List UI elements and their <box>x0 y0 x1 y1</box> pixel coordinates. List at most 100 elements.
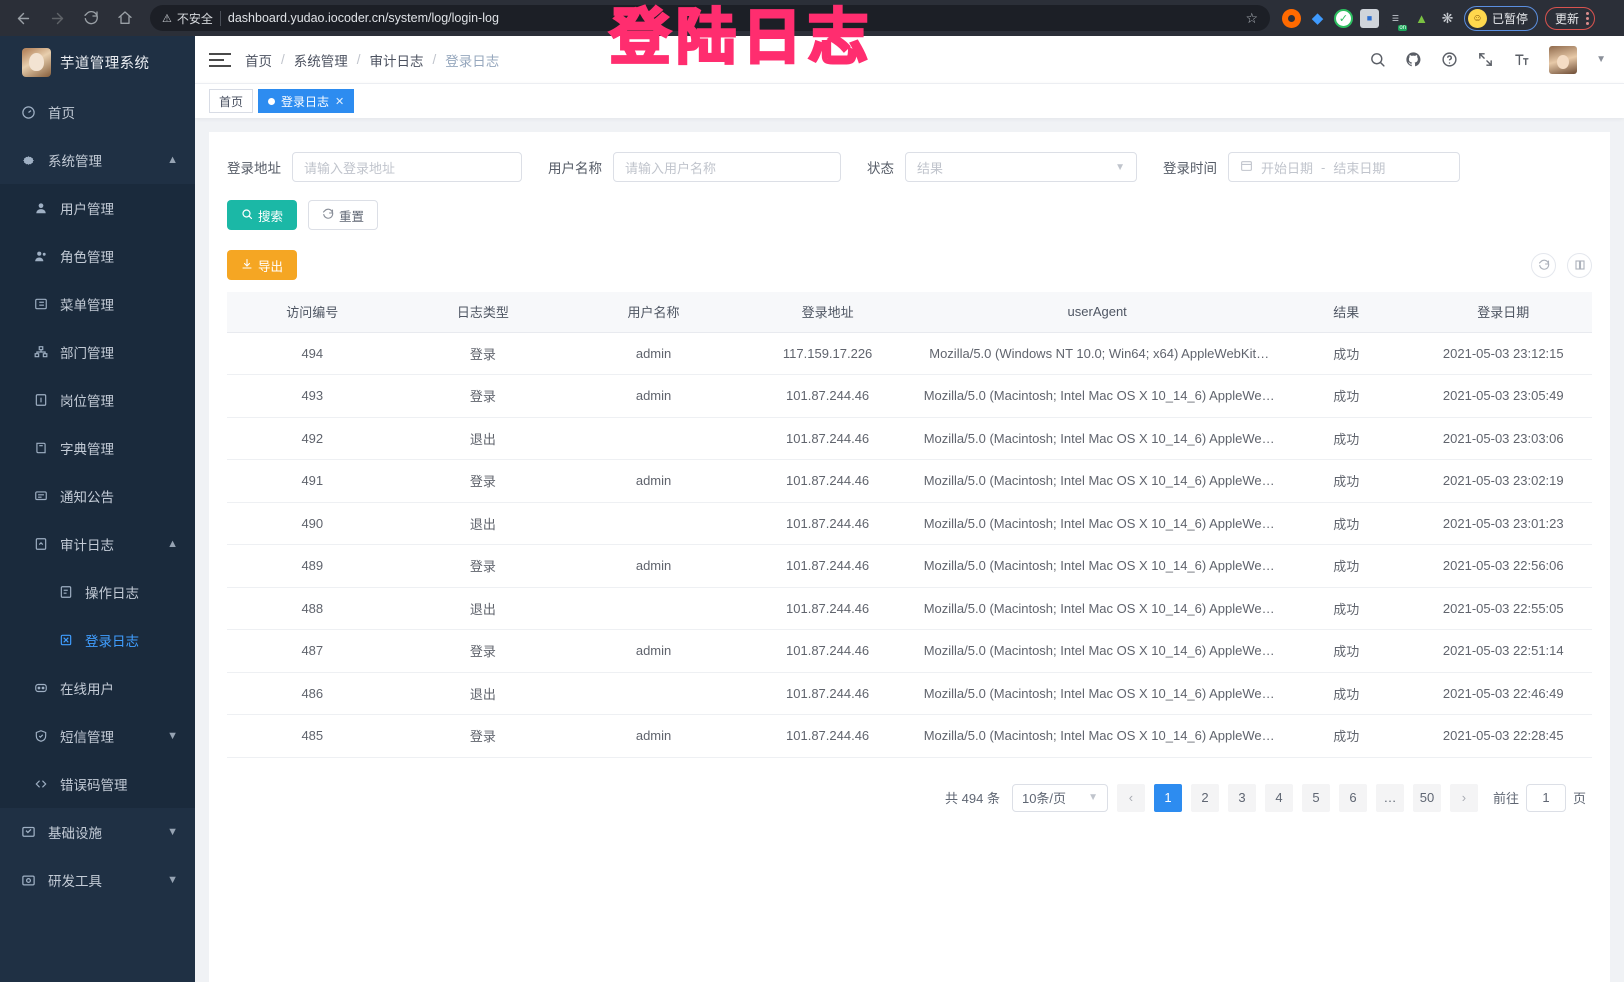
columns-settings-icon[interactable] <box>1567 252 1592 278</box>
table-row[interactable]: 488 退出 101.87.244.46 Mozilla/5.0 (Macintosh… <box>227 587 1592 630</box>
tab-login-log[interactable]: 登录日志 ✕ <box>258 89 355 113</box>
table-row[interactable]: 493 登录 admin 101.87.244.46 Mozilla/5.0 (Maci… <box>227 374 1592 418</box>
font-size-icon[interactable] <box>1513 51 1530 68</box>
breadcrumb-separator: / <box>432 52 437 67</box>
help-circle-icon[interactable] <box>1441 51 1458 68</box>
page-number-50[interactable]: 50 <box>1412 783 1441 812</box>
chevron-down-icon[interactable]: ▼ <box>1596 54 1606 65</box>
column-header-result[interactable]: 结果 <box>1278 292 1415 333</box>
kebab-menu-icon[interactable] <box>1586 11 1590 25</box>
sidebar-item-system[interactable]: 系统管理 ▲ <box>0 136 195 184</box>
update-button[interactable]: 更新 <box>1545 6 1596 30</box>
forward-arrow-icon[interactable] <box>42 3 72 33</box>
sidebar-item-login-log[interactable]: 登录日志 <box>0 616 195 664</box>
prev-page-button[interactable]: ‹ <box>1116 783 1145 812</box>
tab-home[interactable]: 首页 <box>209 89 254 113</box>
sidebar-item-dev-tools[interactable]: 研发工具 ▼ <box>0 856 195 904</box>
status-select[interactable]: 结果 ▼ <box>905 152 1137 182</box>
table-row[interactable]: 485 登录 admin 101.87.244.46 Mozilla/5.0 (Maci… <box>227 714 1592 758</box>
reset-button[interactable]: 重置 <box>308 200 379 230</box>
table-row[interactable]: 492 退出 101.87.244.46 Mozilla/5.0 (Macintosh… <box>227 417 1592 460</box>
breadcrumb-item-audit[interactable]: 审计日志 <box>369 53 424 69</box>
orange-ring-ext-icon[interactable] <box>1282 8 1301 28</box>
page-number-1[interactable]: 1 <box>1153 783 1182 812</box>
sidebar-item-error-code-mgmt[interactable]: 错误码管理 <box>0 760 195 808</box>
column-header-date[interactable]: 登录日期 <box>1414 292 1592 333</box>
cell-username <box>568 417 739 460</box>
sidebar-item-role-mgmt[interactable]: 角色管理 <box>0 232 195 280</box>
page-size-select[interactable]: 10条/页 ▼ <box>1011 783 1108 812</box>
login-address-input[interactable]: 请输入登录地址 <box>292 152 522 182</box>
column-header-useragent[interactable]: userAgent <box>916 292 1279 333</box>
grammar-on-ext-icon[interactable]: ☰ on <box>1386 8 1407 31</box>
puzzle-ext-icon[interactable]: ❋ <box>1441 9 1454 26</box>
table-row[interactable]: 489 登录 admin 101.87.244.46 Mozilla/5.0 (Maci… <box>227 544 1592 588</box>
search-icon[interactable] <box>1369 51 1386 68</box>
blue-diamond-ext-icon[interactable]: ◆ <box>1311 10 1324 27</box>
cell-id: 493 <box>227 374 398 418</box>
sidebar-item-sms-mgmt[interactable]: 短信管理 ▼ <box>0 712 195 760</box>
page-number-4[interactable]: 4 <box>1264 783 1293 812</box>
sidebar-item-dept-mgmt[interactable]: 部门管理 <box>0 328 195 376</box>
sidebar-item-label: 菜单管理 <box>60 298 114 313</box>
refresh-circle-icon[interactable] <box>1531 252 1556 278</box>
paused-status-button[interactable]: ☺ 已暂停 <box>1464 5 1539 31</box>
username-input[interactable]: 请输入用户名称 <box>613 152 841 182</box>
sidebar-item-label: 角色管理 <box>60 250 114 265</box>
sidebar-item-notice[interactable]: 通知公告 <box>0 472 195 520</box>
sidebar-item-menu-mgmt[interactable]: 菜单管理 <box>0 280 195 328</box>
page-number-6[interactable]: 6 <box>1338 783 1367 812</box>
sidebar-item-infrastructure[interactable]: 基础设施 ▼ <box>0 808 195 856</box>
sidebar-item-operation-log[interactable]: 操作日志 <box>0 568 195 616</box>
column-header-type[interactable]: 日志类型 <box>397 292 569 333</box>
table-row[interactable]: 491 登录 admin 101.87.244.46 Mozilla/5.0 (Maci… <box>227 459 1592 503</box>
export-button[interactable]: 导出 <box>227 250 298 280</box>
column-header-username[interactable]: 用户名称 <box>568 292 739 333</box>
avatar[interactable] <box>1549 45 1578 74</box>
back-arrow-icon[interactable] <box>8 3 38 33</box>
blue-badge-ext-icon[interactable]: ■ <box>1360 8 1379 28</box>
table-row[interactable]: 490 退出 101.87.244.46 Mozilla/5.0 (Macintosh… <box>227 502 1592 545</box>
table-body: 494 登录 admin 117.159.17.226 Mozilla/5.0 (Win… <box>227 332 1592 758</box>
sidebar-item-post-mgmt[interactable]: 岗位管理 <box>0 376 195 424</box>
sidebar-item-audit-log[interactable]: 审计日志 ▲ <box>0 520 195 568</box>
reload-icon[interactable] <box>76 3 106 33</box>
user-icon <box>32 201 49 215</box>
column-header-ip[interactable]: 登录地址 <box>738 292 917 333</box>
sidebar-item-label: 部门管理 <box>60 346 114 361</box>
page-number-5[interactable]: 5 <box>1301 783 1330 812</box>
bookmark-star-icon[interactable]: ☆ <box>1245 9 1258 26</box>
cell-id: 488 <box>227 587 398 630</box>
page-number-3[interactable]: 3 <box>1227 783 1256 812</box>
cell-date: 2021-05-03 23:01:23 <box>1414 502 1592 545</box>
breadcrumb-item-system[interactable]: 系统管理 <box>293 53 348 69</box>
table-row[interactable]: 494 登录 admin 117.159.17.226 Mozilla/5.0 (Win… <box>227 332 1592 375</box>
address-bar[interactable]: ⚠ 不安全 dashboard.yudao.iocoder.cn/system/… <box>150 5 1270 31</box>
login-time-range-picker[interactable]: 开始日期 - 结束日期 <box>1228 152 1460 182</box>
home-icon[interactable] <box>110 3 140 33</box>
breadcrumb-item-home[interactable]: 首页 <box>245 53 272 69</box>
sidebar-item-home[interactable]: 首页 <box>0 88 195 136</box>
close-icon[interactable]: ✕ <box>335 95 345 108</box>
security-warning-badge[interactable]: ⚠ 不安全 <box>162 10 213 27</box>
sidebar-item-user-mgmt[interactable]: 用户管理 <box>0 184 195 232</box>
brand-header[interactable]: 芋道管理系统 <box>0 36 195 88</box>
green-wechat-ext-icon[interactable]: ✓ <box>1334 8 1353 28</box>
next-page-button[interactable]: › <box>1449 783 1478 812</box>
sidebar-item-dict-mgmt[interactable]: 字典管理 <box>0 424 195 472</box>
hamburger-icon[interactable] <box>209 52 231 67</box>
search-action-buttons: 搜索 重置 <box>227 200 1592 230</box>
green-leaf-ext-icon[interactable]: ▲ <box>1415 10 1428 26</box>
fullscreen-icon[interactable] <box>1477 51 1494 68</box>
page-number-2[interactable]: 2 <box>1190 783 1219 812</box>
emoji-face-icon: ☺ <box>1468 8 1487 28</box>
table-row[interactable]: 487 登录 admin 101.87.244.46 Mozilla/5.0 (Maci… <box>227 629 1592 673</box>
online-user-icon <box>32 681 49 695</box>
column-header-id[interactable]: 访问编号 <box>227 292 398 333</box>
page-ellipsis[interactable]: … <box>1375 783 1404 812</box>
jump-input[interactable]: 1 <box>1525 783 1566 812</box>
table-row[interactable]: 486 退出 101.87.244.46 Mozilla/5.0 (Macintosh… <box>227 672 1592 715</box>
github-icon[interactable] <box>1405 51 1422 68</box>
search-button[interactable]: 搜索 <box>227 200 298 230</box>
sidebar-item-online-user[interactable]: 在线用户 <box>0 664 195 712</box>
